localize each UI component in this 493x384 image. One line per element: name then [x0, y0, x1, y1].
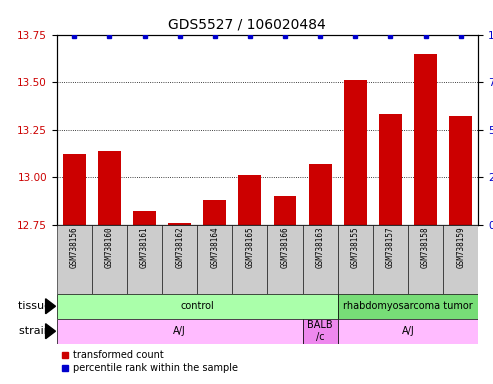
Bar [338, 294, 478, 319]
Text: GSM738159: GSM738159 [456, 227, 465, 268]
Text: GDS5527 / 106020484: GDS5527 / 106020484 [168, 17, 325, 31]
Polygon shape [46, 324, 55, 339]
Text: A/J: A/J [173, 326, 186, 336]
Text: GSM738162: GSM738162 [175, 227, 184, 268]
Text: A/J: A/J [402, 326, 414, 336]
Bar [274, 196, 296, 225]
Bar [127, 225, 162, 294]
Text: GSM738165: GSM738165 [246, 227, 254, 268]
Text: GSM738157: GSM738157 [386, 227, 395, 268]
Bar [338, 319, 478, 344]
Bar [239, 175, 261, 225]
Bar [98, 151, 121, 225]
Bar [232, 225, 267, 294]
Bar [449, 116, 472, 225]
Bar [267, 225, 303, 294]
Bar [162, 225, 197, 294]
Bar [63, 154, 86, 225]
Text: strain: strain [19, 326, 54, 336]
Text: GSM738161: GSM738161 [140, 227, 149, 268]
Bar [379, 114, 402, 225]
Text: BALB
/c: BALB /c [307, 320, 333, 342]
Bar [92, 225, 127, 294]
Polygon shape [46, 299, 55, 314]
Bar [414, 53, 437, 225]
Text: GSM738163: GSM738163 [316, 227, 325, 268]
Bar [57, 225, 92, 294]
Bar [408, 225, 443, 294]
Text: GSM738155: GSM738155 [351, 227, 360, 268]
Bar [338, 225, 373, 294]
Legend: transformed count, percentile rank within the sample: transformed count, percentile rank withi… [62, 351, 238, 373]
Text: GSM738164: GSM738164 [210, 227, 219, 268]
Bar [443, 225, 478, 294]
Text: tissue: tissue [18, 301, 54, 311]
Bar [168, 223, 191, 225]
Bar [197, 225, 232, 294]
Text: control: control [180, 301, 214, 311]
Bar [373, 225, 408, 294]
Bar [57, 319, 303, 344]
Text: GSM738160: GSM738160 [105, 227, 114, 268]
Text: rhabdomyosarcoma tumor: rhabdomyosarcoma tumor [343, 301, 473, 311]
Bar [303, 319, 338, 344]
Bar [203, 200, 226, 225]
Bar [309, 164, 332, 225]
Bar [133, 211, 156, 225]
Bar [303, 225, 338, 294]
Text: GSM738158: GSM738158 [421, 227, 430, 268]
Text: GSM738156: GSM738156 [70, 227, 79, 268]
Bar [344, 80, 367, 225]
Bar [57, 294, 338, 319]
Text: GSM738166: GSM738166 [281, 227, 289, 268]
